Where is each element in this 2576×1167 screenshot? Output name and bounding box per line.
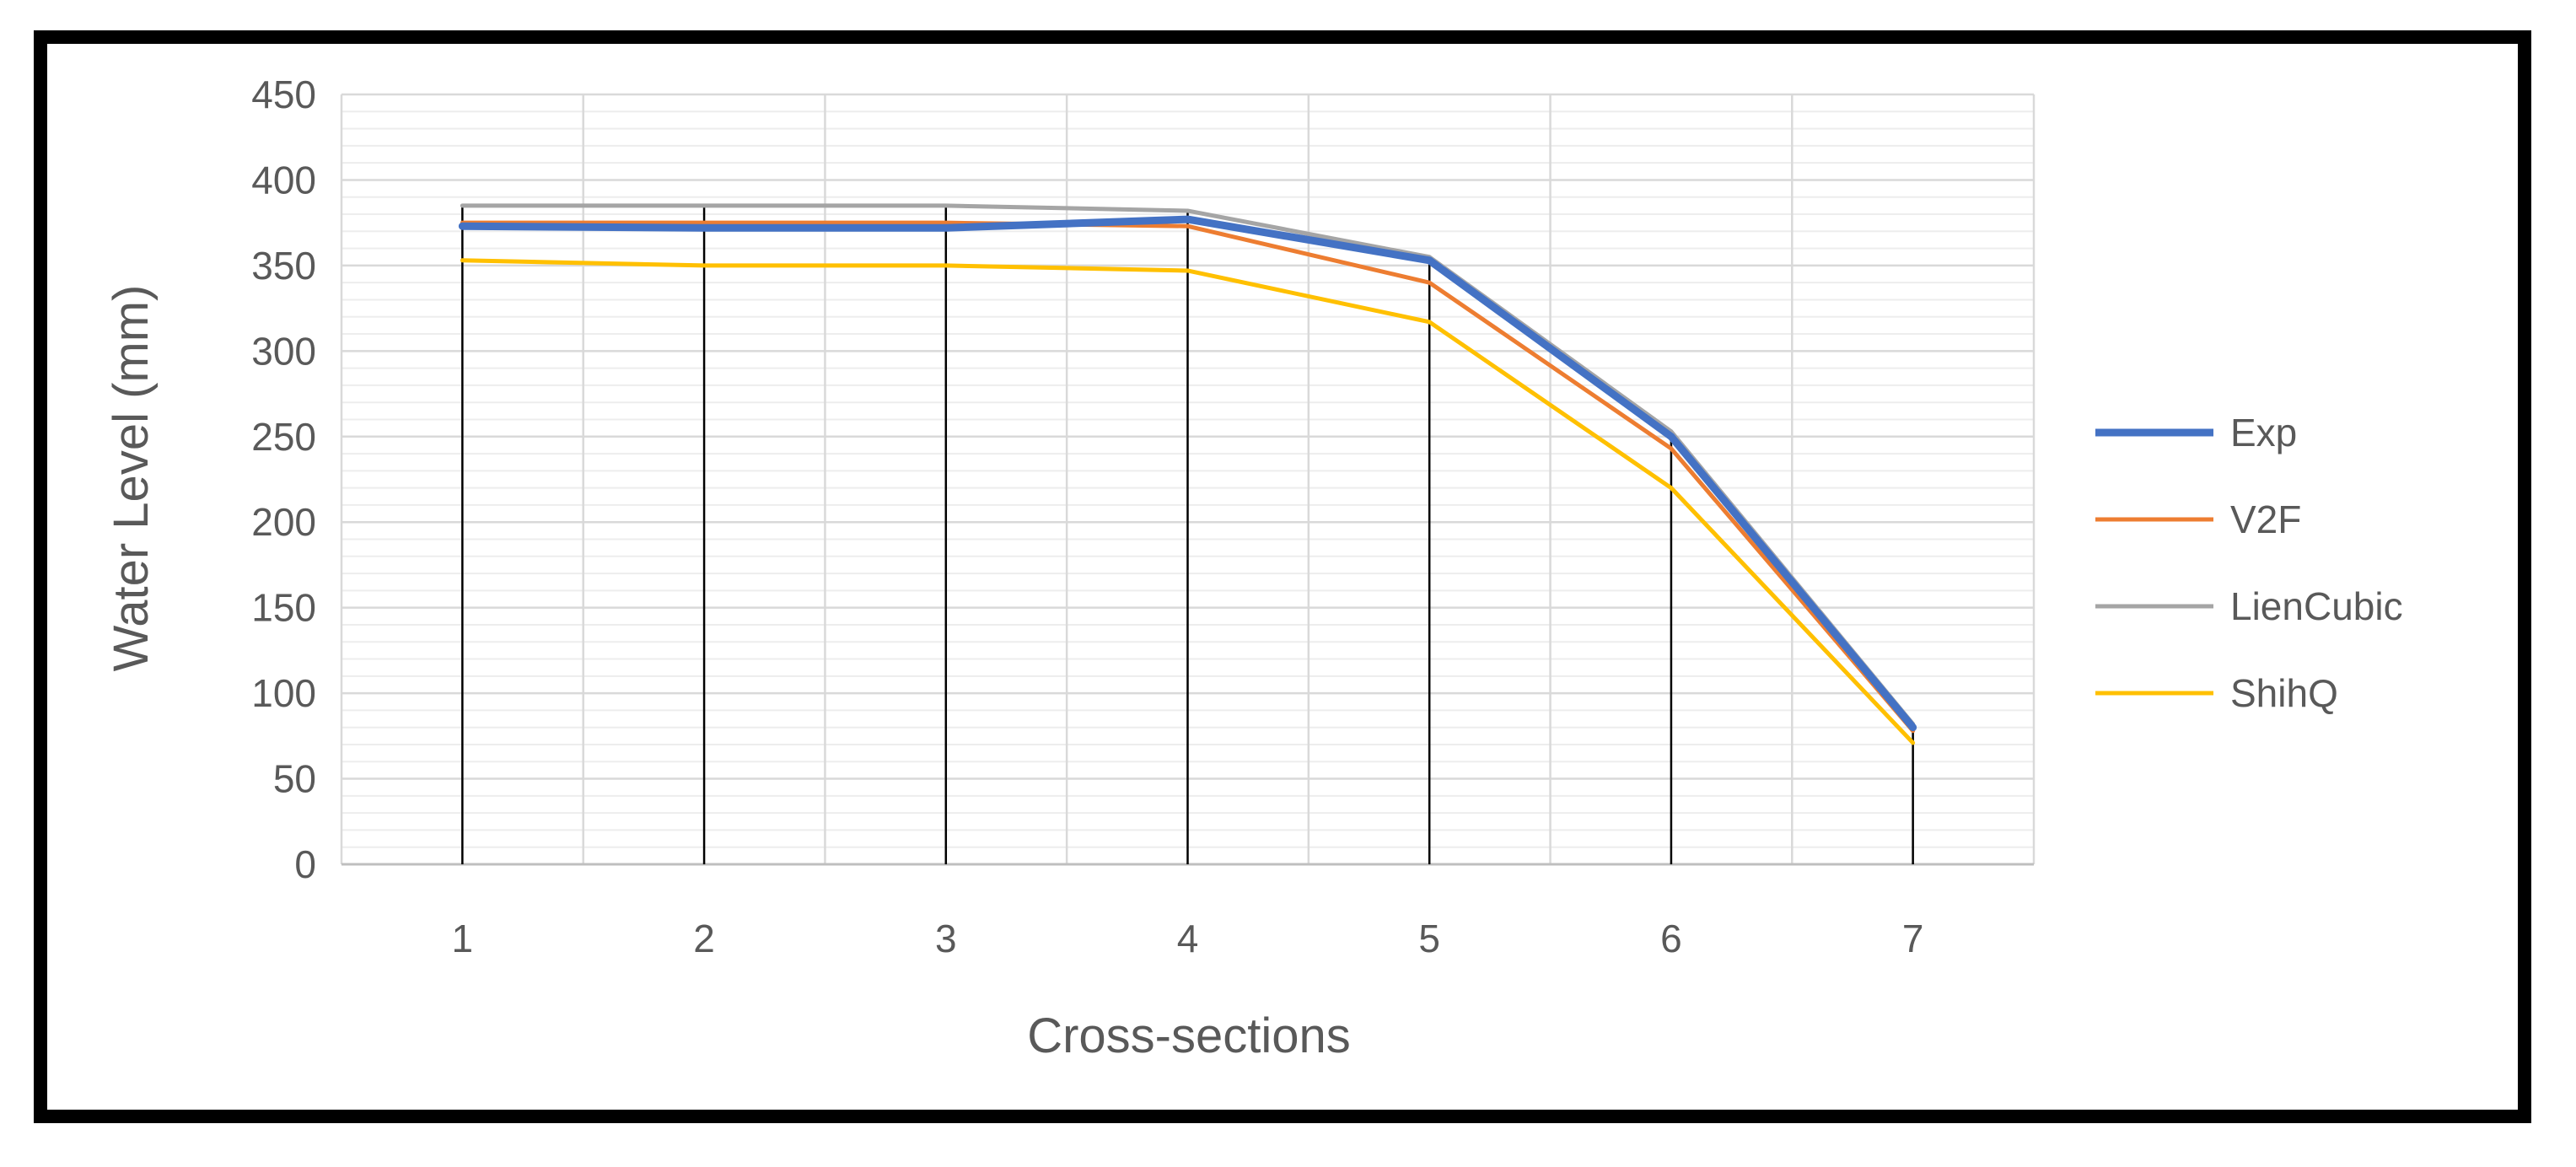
y-tick-label: 0 bbox=[294, 842, 316, 886]
legend-label-exp: Exp bbox=[2230, 411, 2297, 454]
series-line-v2f bbox=[460, 220, 1916, 734]
legend-label-liencubic: LienCubic bbox=[2230, 584, 2403, 628]
series-line-liencubic bbox=[460, 203, 1916, 727]
y-tick-label: 100 bbox=[251, 671, 316, 715]
y-axis-title: Water Level (mm) bbox=[104, 285, 159, 672]
x-tick-label: 4 bbox=[1177, 917, 1199, 960]
drop-lines bbox=[461, 205, 1914, 864]
series-lines bbox=[458, 203, 1917, 745]
x-axis-title: Cross-sections bbox=[1027, 1008, 1351, 1063]
legend-label-v2f: V2F bbox=[2230, 497, 2301, 541]
x-tick-label: 2 bbox=[693, 917, 715, 960]
y-axis-tick-labels: 0 50 100 150 200 250 300 350 400 450 bbox=[251, 73, 316, 886]
y-tick-label: 300 bbox=[251, 329, 316, 373]
y-tick-label: 150 bbox=[251, 586, 316, 630]
x-tick-label: 1 bbox=[452, 917, 474, 960]
x-tick-label: 3 bbox=[935, 917, 957, 960]
y-tick-label: 450 bbox=[251, 73, 316, 116]
x-axis-tick-labels: 1 2 3 4 5 6 7 bbox=[452, 917, 1924, 960]
y-tick-label: 250 bbox=[251, 415, 316, 459]
y-tick-label: 350 bbox=[251, 244, 316, 288]
legend: Exp V2F LienCubic ShihQ bbox=[2095, 411, 2403, 715]
y-tick-label: 50 bbox=[273, 757, 316, 801]
x-tick-label: 5 bbox=[1418, 917, 1440, 960]
series-line-shihq bbox=[460, 258, 1916, 745]
y-tick-label: 200 bbox=[251, 500, 316, 544]
chart-frame bbox=[34, 30, 2531, 1123]
series-line-exp bbox=[458, 215, 1917, 732]
x-tick-label: 7 bbox=[1902, 917, 1924, 960]
legend-label-shihq: ShihQ bbox=[2230, 671, 2338, 715]
x-tick-label: 6 bbox=[1660, 917, 1682, 960]
y-tick-label: 400 bbox=[251, 158, 316, 202]
